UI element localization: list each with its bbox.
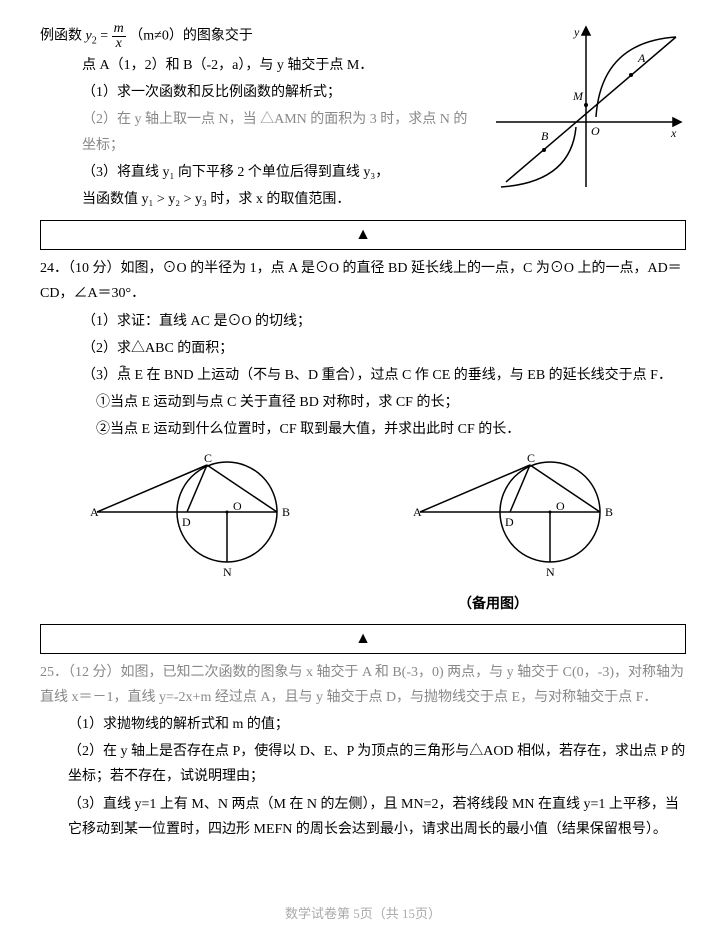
triangle-icon: ▲: [355, 226, 371, 243]
eq-den: x: [112, 37, 126, 51]
q24-l1: （1）求证：直线 AC 是⊙O 的切线；: [40, 309, 686, 334]
c1-D: D: [182, 515, 191, 529]
triangle-icon-2: ▲: [355, 630, 371, 647]
q24-head: 24．（10 分）如图，⊙O 的半径为 1，点 A 是⊙O 的直径 BD 延长线…: [40, 256, 686, 306]
q24-circle-1: A B C D O N: [87, 452, 317, 592]
q25-l1: （1）求抛物线的解析式和 m 的值；: [40, 712, 686, 737]
eq-num: m: [112, 22, 126, 37]
q25-l3: （3）直线 y=1 上有 M、N 两点（M 在 N 的左侧），且 MN=2，若将…: [40, 792, 686, 842]
q23-block: A B M O x y 例函数 y2 = mx （m≠0）的图象交于 点 A（1…: [40, 22, 686, 214]
c1-C: C: [204, 452, 212, 465]
c2-B: B: [605, 505, 613, 519]
q23-suffix: （m≠0）的图象交于: [129, 29, 253, 44]
c2-O: O: [556, 499, 565, 513]
c1-O: O: [233, 499, 242, 513]
c2-A: A: [413, 505, 422, 519]
q24-l3a: ①当点 E 运动到与点 C 关于直径 BD 对称时，求 CF 的长；: [40, 390, 686, 415]
c1-B: B: [282, 505, 290, 519]
label-y: y: [573, 25, 580, 39]
arc-icon: ⌢: [119, 357, 126, 377]
label-B: B: [541, 129, 549, 143]
answer-box-24: ▲: [40, 624, 686, 654]
c2-C: C: [527, 452, 535, 465]
q24-l3b: ②当点 E 运动到什么位置时，CF 取到最大值，并求出此时 CF 的长．: [40, 417, 686, 442]
c1-N: N: [223, 565, 232, 579]
label-x: x: [670, 126, 677, 140]
c1-A: A: [90, 505, 99, 519]
q24-caption: （备用图）: [300, 592, 686, 617]
q24-circle-2: A B C D O N: [410, 452, 640, 592]
c2-N: N: [546, 565, 555, 579]
q25-l2: （2）在 y 轴上是否存在点 P，使得以 D、E、P 为顶点的三角形与△AOD …: [40, 739, 686, 789]
q25-head: 25．（12 分）如图，已知二次函数的图象与 x 轴交于 A 和 B(-3，0)…: [40, 660, 686, 710]
label-M: M: [572, 89, 584, 103]
label-A: A: [637, 51, 646, 65]
q23-prefix: 例函数: [40, 29, 86, 44]
q23-graph: A B M O x y: [486, 22, 686, 201]
eq-lsub: 2: [92, 36, 97, 47]
label-O: O: [591, 124, 600, 138]
q24-l3-text: （3）点 E 在 BND 上运动（不与 B、D 重合），过点 C 作 CE 的垂…: [82, 368, 672, 383]
page-footer: 数学试卷第 5页（共 15页）: [40, 902, 686, 925]
c2-D: D: [505, 515, 514, 529]
answer-box-23: ▲: [40, 220, 686, 250]
q24-l2: （2）求△ABC 的面积；: [40, 336, 686, 361]
q24-figures: A B C D O N A B C D O N: [40, 452, 686, 592]
q24-l3: ⌢ （3）点 E 在 BND 上运动（不与 B、D 重合），过点 C 作 CE …: [40, 363, 686, 388]
